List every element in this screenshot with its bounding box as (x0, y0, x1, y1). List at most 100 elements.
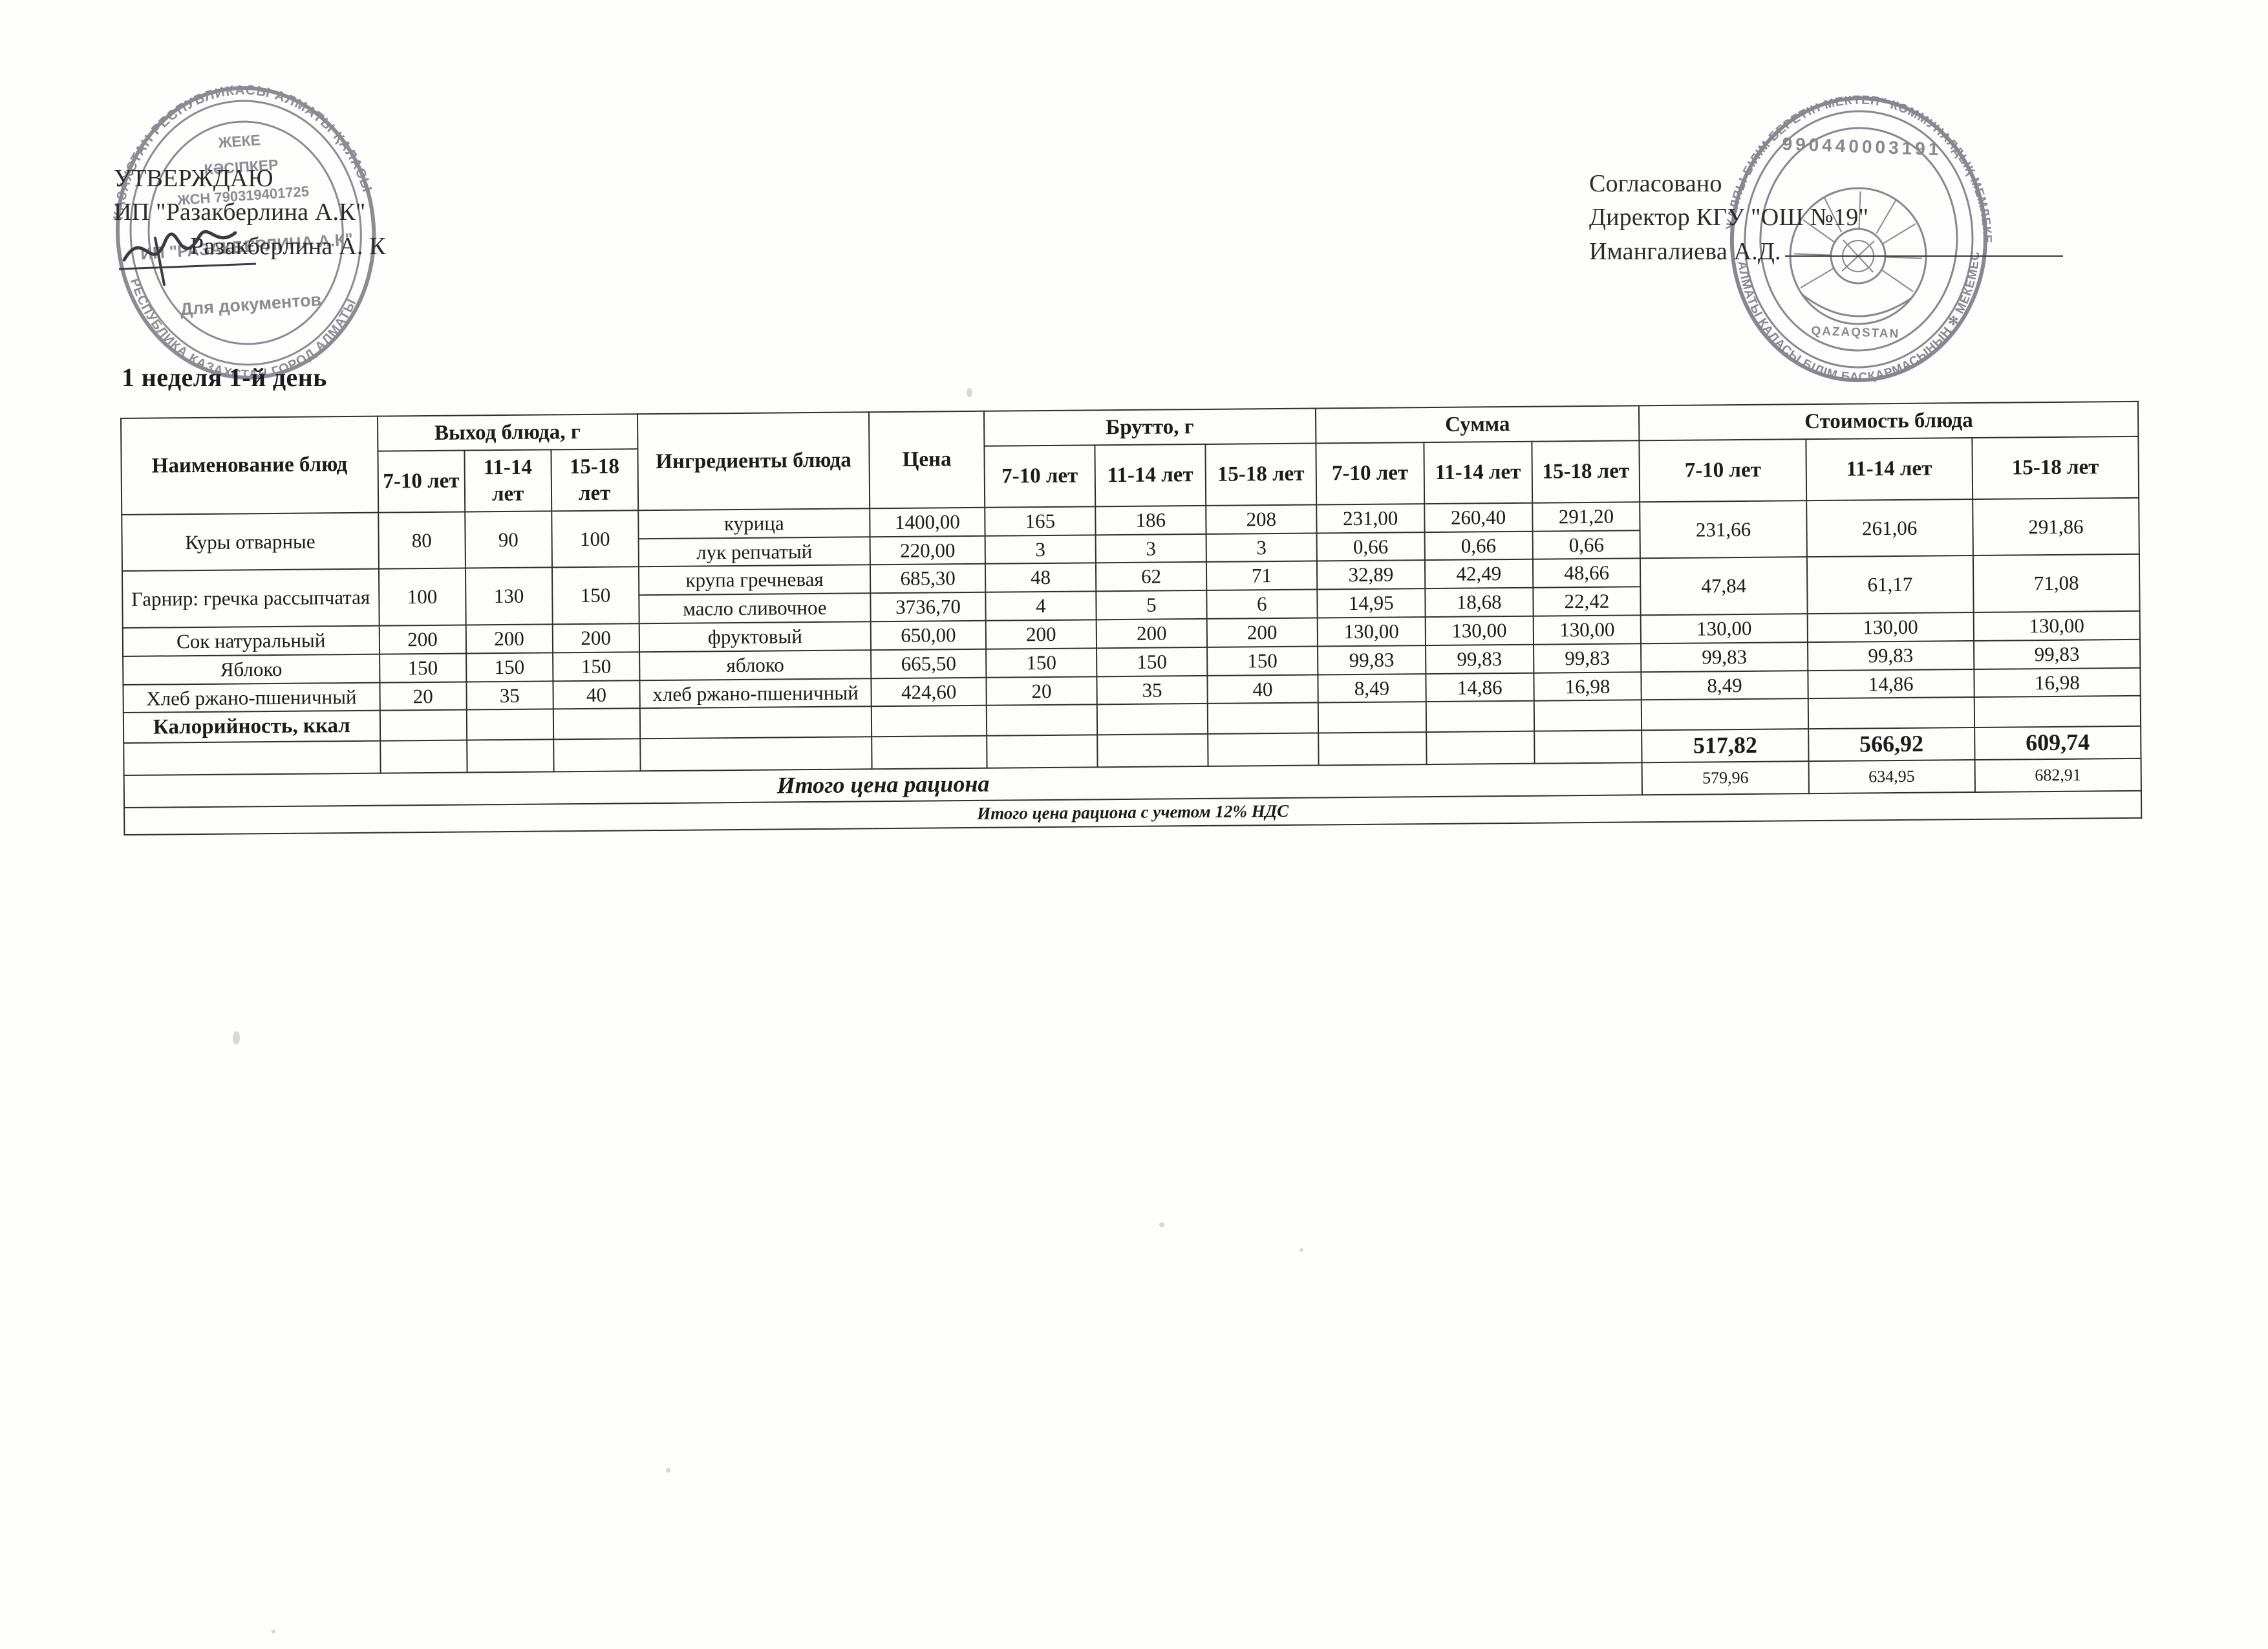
cost-cell-0: 47,84 (1640, 557, 1808, 616)
scan-speck (272, 1630, 275, 1633)
calories-cell (1097, 704, 1208, 735)
calories-cell (1642, 698, 1808, 730)
output-cell-0: 80 (378, 512, 465, 570)
dish-name-cell: Гарнир: гречка рассыпчатая (122, 569, 380, 628)
summa-cell-2: 16,98 (1533, 671, 1642, 702)
cost-cell-0: 231,66 (1640, 500, 1807, 559)
calories-cell (639, 706, 872, 738)
output-cell-0: 20 (380, 682, 467, 711)
brutto-cell-0: 3 (985, 534, 1096, 565)
brutto-cell-2: 3 (1206, 533, 1317, 563)
brutto-cell-2: 200 (1206, 618, 1318, 647)
blank-cell (1534, 729, 1643, 764)
header-price: Цена (869, 411, 985, 509)
output-cell-2: 40 (553, 680, 640, 709)
brutto-cell-1: 186 (1095, 505, 1206, 535)
ingredient-price-cell: 1400,00 (870, 507, 985, 537)
calories-cell (1207, 702, 1319, 734)
cost-cell-0: 99,83 (1641, 641, 1808, 672)
menu-table: Наименование блюд Выход блюда, г Ингреди… (120, 401, 2142, 835)
table-body: Куры отварные 80 90 100 курица 1400,00 165 186 2… (122, 497, 2141, 713)
brutto-cell-2: 40 (1207, 674, 1318, 704)
blank-cell (872, 735, 987, 769)
calories-cell (1808, 697, 1974, 729)
summa-cell-1: 42,49 (1424, 559, 1533, 589)
approval-left-line2: ИП "Разакберлина А.К" (114, 199, 366, 226)
header-cost-7-10: 7-10 лет (1639, 439, 1806, 502)
summa-cell-2: 22,42 (1532, 587, 1642, 616)
cost-cell-1: 99,83 (1807, 640, 1974, 671)
header-output-11-14: 11-14 лет (464, 449, 551, 512)
approval-left-line1: УТВЕРЖДАЮ (114, 165, 273, 192)
brutto-cell-0: 48 (985, 563, 1097, 592)
brutto-cell-2: 71 (1206, 561, 1318, 591)
ingredient-name-cell: хлеб ржано-пшеничный (639, 678, 872, 709)
blank-cell (553, 738, 641, 771)
brutto-cell-1: 200 (1096, 618, 1207, 649)
cost-cell-2: 130,00 (1973, 610, 2140, 641)
vat-value-7-10: 579,96 (1642, 760, 1809, 795)
output-cell-1: 200 (465, 624, 553, 654)
brutto-cell-2: 208 (1206, 504, 1317, 534)
scan-speck (666, 1468, 670, 1472)
ingredient-name-cell: масло сливочное (639, 593, 871, 624)
header-dish-name: Наименование блюд (121, 416, 378, 515)
summa-cell-0: 8,49 (1318, 673, 1426, 703)
output-cell-2: 200 (552, 623, 639, 653)
cost-cell-1: 261,06 (1806, 499, 1973, 557)
dish-name-cell: Яблоко (123, 654, 380, 685)
day-label: 1 неделя 1-й день (122, 363, 327, 392)
total-value-7-10: 517,82 (1642, 728, 1809, 762)
brutto-cell-1: 5 (1096, 590, 1207, 620)
summa-cell-2: 0,66 (1532, 530, 1641, 560)
summa-cell-1: 99,83 (1425, 644, 1534, 674)
table-footer: Калорийность, ккал (123, 696, 2142, 835)
approval-right-line2: Директор КГУ "ОШ №19" (1589, 204, 1869, 232)
total-value-11-14: 566,92 (1808, 727, 1975, 761)
summa-cell-2: 99,83 (1533, 643, 1642, 673)
dish-name-cell: Хлеб ржано-пшеничный (123, 682, 380, 713)
brutto-cell-2: 150 (1206, 646, 1318, 676)
cost-cell-0: 8,49 (1641, 670, 1808, 700)
ingredient-price-cell: 3736,70 (870, 592, 986, 622)
brutto-cell-0: 20 (986, 676, 1097, 706)
blank-cell (1318, 731, 1427, 766)
header-output-group: Выход блюда, г (377, 414, 638, 451)
brutto-cell-1: 3 (1095, 534, 1206, 563)
total-value-15-18: 609,74 (1974, 726, 2141, 760)
approval-right-line3: Имангалиева А.Д. (1589, 235, 2063, 268)
ingredient-name-cell: фруктовый (639, 621, 872, 652)
header-summa-15-18: 15-18 лет (1531, 440, 1640, 503)
output-cell-0: 100 (378, 568, 466, 626)
output-cell-1: 90 (464, 511, 552, 568)
blank-cell (123, 740, 381, 775)
signature-rule (1784, 255, 2063, 257)
blank-cell (1426, 731, 1535, 764)
calories-cell (553, 708, 640, 740)
cost-cell-2: 16,98 (1974, 667, 2141, 698)
header-summa-group: Сумма (1315, 405, 1640, 444)
blank-cell (1097, 733, 1208, 767)
approval-right-line1: Согласовано (1589, 170, 1722, 197)
output-cell-0: 200 (379, 625, 466, 654)
summa-cell-0: 14,95 (1317, 588, 1426, 618)
output-cell-1: 35 (466, 681, 553, 710)
header-summa-7-10: 7-10 лет (1316, 442, 1424, 505)
ingredient-name-cell: крупа гречневая (638, 565, 871, 596)
vat-value-11-14: 634,95 (1808, 759, 1975, 793)
approval-left-block: УТВЕРЖДАЮ ИП "Разакберлина А.К" Разакбер… (114, 162, 386, 263)
summa-cell-2: 48,66 (1532, 558, 1641, 588)
header-cost-11-14: 11-14 лет (1805, 438, 1973, 501)
ingredient-price-cell: 220,00 (870, 535, 985, 565)
summa-cell-1: 260,40 (1424, 502, 1533, 532)
summa-cell-1: 18,68 (1425, 587, 1534, 618)
header-cost-group: Стоимость блюда (1639, 401, 2139, 441)
header-brutto-7-10: 7-10 лет (984, 445, 1096, 508)
header-output-15-18: 15-18 лет (551, 449, 639, 512)
calories-cell (1534, 700, 1642, 731)
calories-cell (1974, 696, 2141, 727)
output-cell-1: 150 (465, 652, 553, 682)
cost-cell-1: 14,86 (1807, 669, 1974, 699)
header-output-7-10: 7-10 лет (378, 450, 465, 513)
brutto-cell-0: 200 (985, 620, 1097, 649)
